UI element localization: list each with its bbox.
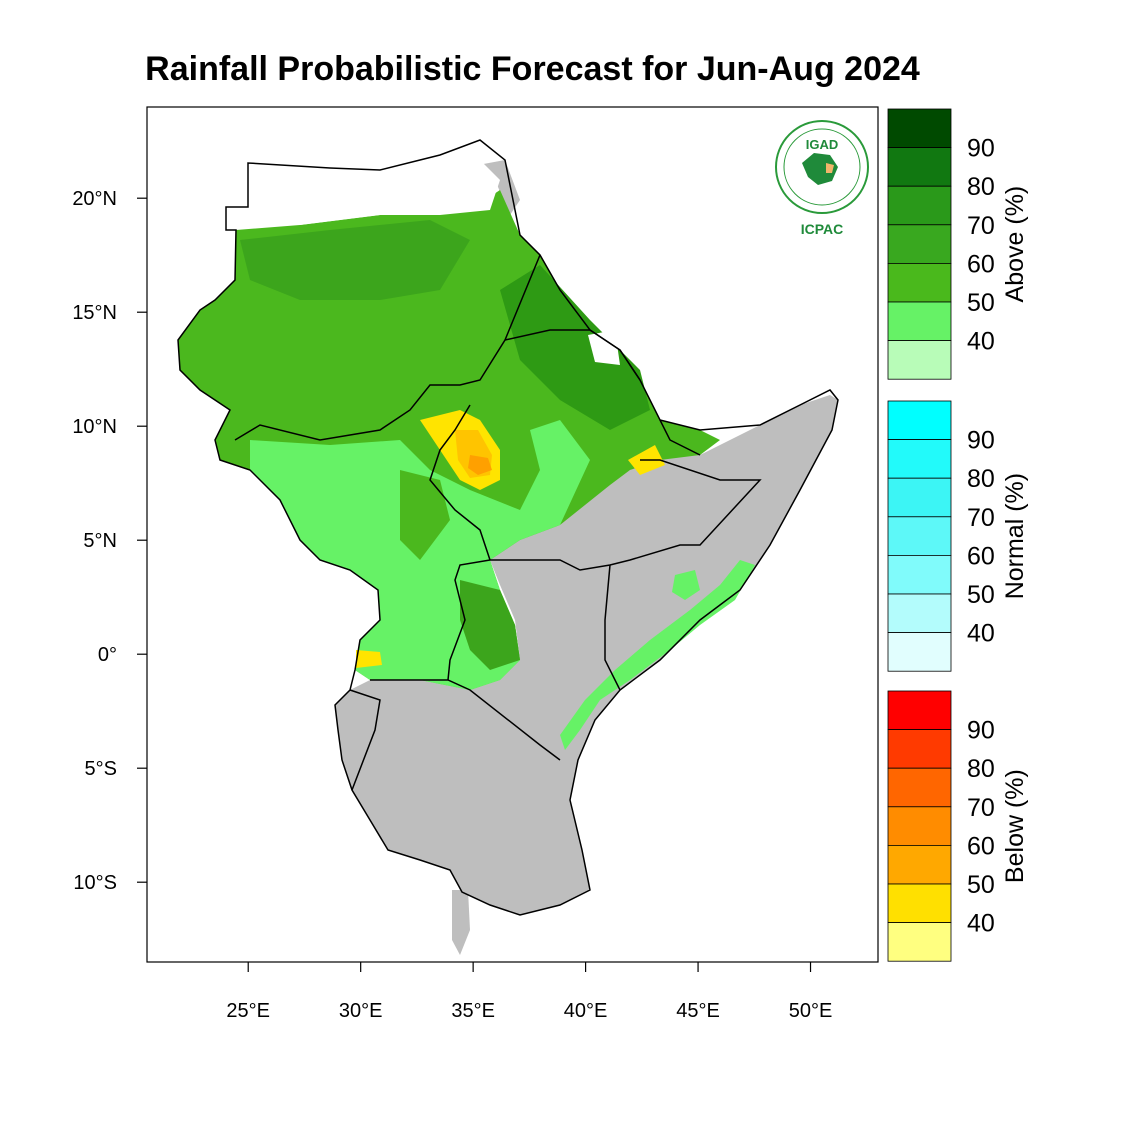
map-frame bbox=[146, 106, 879, 963]
legend-label: 40 bbox=[967, 620, 995, 648]
legend-color-box bbox=[887, 147, 952, 187]
legend-label: 70 bbox=[967, 794, 995, 822]
legend-label: 50 bbox=[967, 581, 995, 609]
legend-color-box bbox=[887, 262, 952, 303]
horn-of-africa-icon bbox=[826, 163, 834, 173]
above-60-patch-north bbox=[240, 220, 470, 300]
y-tick-label: 20°N bbox=[72, 188, 117, 210]
legend-title: Below (%) bbox=[1001, 769, 1029, 883]
legend-color-box bbox=[887, 439, 952, 479]
land-gray-lake-malawi-area bbox=[452, 890, 470, 955]
legend-color-box bbox=[887, 108, 952, 148]
y-tick-label: 5°S bbox=[85, 758, 117, 780]
x-tick-label: 45°E bbox=[676, 1000, 720, 1022]
y-tick-label: 5°N bbox=[83, 530, 117, 552]
legend-label: 60 bbox=[967, 250, 995, 278]
no-data-region-eritrea-coast bbox=[588, 330, 620, 365]
legend-label: 80 bbox=[967, 465, 995, 493]
legend-label: 50 bbox=[967, 871, 995, 899]
y-tick-label: 0° bbox=[98, 644, 117, 666]
y-axis: 20°N 15°N 10°N 5°N 0° 5°S 10°S bbox=[72, 188, 147, 894]
legend-color-box bbox=[887, 477, 952, 518]
legend-title: Above (%) bbox=[1001, 186, 1029, 303]
logo-name: ICPAC bbox=[801, 221, 844, 237]
legend-color-box bbox=[887, 922, 952, 962]
x-tick-label: 35°E bbox=[451, 1000, 495, 1022]
legend-color-box bbox=[887, 690, 952, 730]
legend-color-box bbox=[887, 593, 952, 633]
legend-label: 90 bbox=[967, 427, 995, 455]
legend-color-box bbox=[887, 301, 952, 341]
above-50-patch-uganda bbox=[400, 470, 450, 560]
above-70-patch-east bbox=[500, 265, 650, 430]
legend-label: 50 bbox=[967, 289, 995, 317]
legend-color-box bbox=[887, 185, 952, 226]
legend-label: 80 bbox=[967, 173, 995, 201]
legend-color-box bbox=[887, 555, 952, 595]
legend-color-box bbox=[887, 632, 952, 672]
legend-label: 90 bbox=[967, 135, 995, 163]
legend-color-box bbox=[887, 516, 952, 556]
country-boundaries bbox=[177, 139, 839, 916]
map-panel bbox=[146, 106, 879, 963]
x-tick-label: 25°E bbox=[226, 1000, 270, 1022]
legend-label: 40 bbox=[967, 910, 995, 938]
y-tick-label: 10°S bbox=[73, 872, 117, 894]
africa-map-icon bbox=[802, 153, 838, 185]
y-tick-label: 10°N bbox=[72, 416, 117, 438]
legend-label: 60 bbox=[967, 832, 995, 860]
legend-color-box bbox=[887, 224, 952, 264]
legend-label: 80 bbox=[967, 755, 995, 783]
legend-label: 60 bbox=[967, 542, 995, 570]
below-40-patch-lake-victoria bbox=[356, 650, 382, 668]
legend-color-box bbox=[887, 400, 952, 440]
x-tick-label: 50°E bbox=[789, 1000, 833, 1022]
x-tick-label: 30°E bbox=[339, 1000, 383, 1022]
land-gray-region bbox=[335, 395, 838, 915]
igad-icpac-logo: IGAD ICPAC bbox=[775, 120, 869, 237]
above-40-somalia-patch bbox=[672, 570, 700, 600]
legend-title: Normal (%) bbox=[1001, 473, 1029, 599]
legend-color-box bbox=[887, 845, 952, 885]
legend-label: 90 bbox=[967, 717, 995, 745]
legend-label: 40 bbox=[967, 328, 995, 356]
legend-color-box bbox=[887, 340, 952, 380]
no-data-region-north bbox=[250, 150, 500, 225]
map-title: Rainfall Probabilistic Forecast for Jun-… bbox=[145, 50, 920, 88]
legend-color-box bbox=[887, 806, 952, 846]
legend-color-box bbox=[887, 729, 952, 769]
y-tick-label: 15°N bbox=[72, 302, 117, 324]
legend-label: 70 bbox=[967, 504, 995, 532]
x-axis: 25°E 30°E 35°E 40°E 45°E 50°E bbox=[226, 962, 832, 1022]
above-40-coastal-strip bbox=[560, 560, 755, 750]
legend-label: 70 bbox=[967, 212, 995, 240]
legend-color-box bbox=[887, 767, 952, 808]
above-50-patch-kenya-west bbox=[460, 580, 520, 670]
logo-abbrev: IGAD bbox=[806, 137, 839, 152]
x-tick-label: 40°E bbox=[564, 1000, 608, 1022]
below-60-patch-south-sudan bbox=[468, 455, 492, 475]
legend-color-box bbox=[887, 883, 952, 923]
